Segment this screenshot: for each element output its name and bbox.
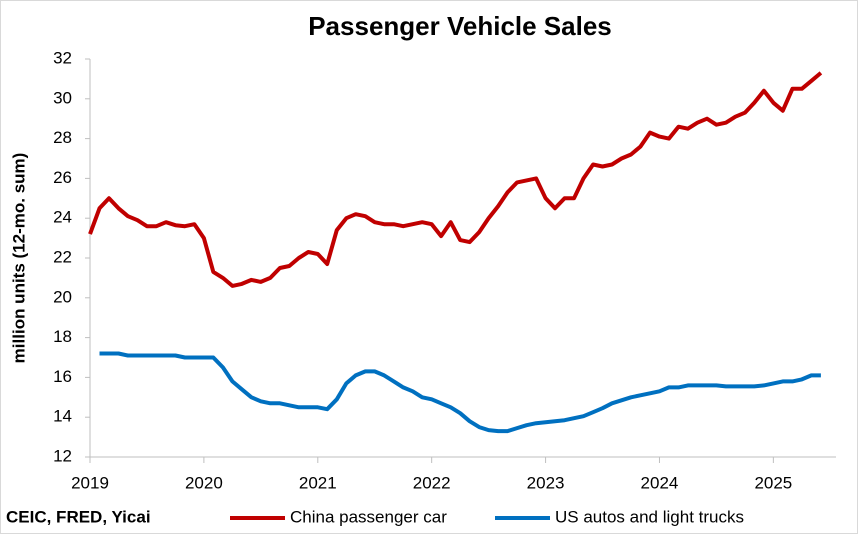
x-tick-label: 2025 <box>754 473 792 492</box>
y-axis-label: million units (12-mo. sum) <box>9 153 28 364</box>
x-tick-label: 2019 <box>71 473 109 492</box>
y-tick-label: 28 <box>53 128 72 147</box>
series-line <box>99 351 821 434</box>
y-tick-label: 18 <box>53 327 72 346</box>
y-tick-label: 12 <box>53 446 72 465</box>
source: CEIC, FRED, Yicai <box>6 507 151 526</box>
y-tick-label: 22 <box>53 247 72 266</box>
x-tick-label: 2020 <box>185 473 223 492</box>
series-line <box>88 71 823 288</box>
y-tick-label: 32 <box>53 48 72 67</box>
x-tick-label: 2023 <box>527 473 565 492</box>
x-tick-label: 2021 <box>299 473 337 492</box>
y-tick-label: 30 <box>53 88 72 107</box>
y-tick-label: 26 <box>53 168 72 187</box>
x-tick-label: 2022 <box>413 473 451 492</box>
y-tick-label: 20 <box>53 287 72 306</box>
y-tick-label: 14 <box>53 407 72 426</box>
x-tick-label: 2024 <box>641 473 679 492</box>
y-tick-label: 24 <box>53 208 72 227</box>
legend-label: China passenger car <box>290 507 447 526</box>
chart-title: Passenger Vehicle Sales <box>308 11 612 41</box>
y-tick-label: 16 <box>53 367 72 386</box>
legend-label: US autos and light trucks <box>555 507 744 526</box>
